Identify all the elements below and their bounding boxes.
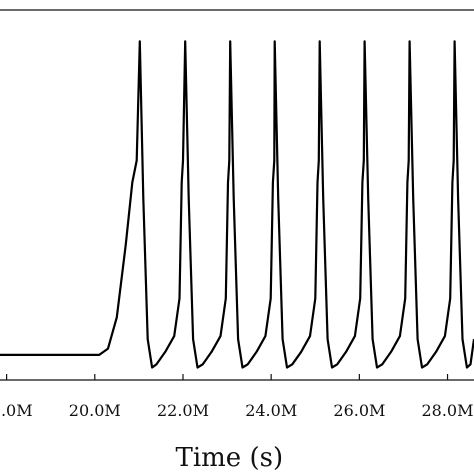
x-tick-label-4: 26.0M	[333, 401, 385, 420]
x-axis-ticks: 18.0M 20.0M 22.0M 24.0M 26.0M 28.0M	[0, 374, 474, 420]
x-tick-label-0: 18.0M	[0, 401, 33, 420]
x-tick-label-5: 28.0M	[421, 401, 473, 420]
x-axis-title: Time (s)	[176, 443, 284, 473]
series-group	[0, 40, 474, 369]
series-line-0	[0, 40, 474, 369]
x-tick-label-3: 24.0M	[245, 401, 297, 420]
x-tick-label-2: 22.0M	[157, 401, 209, 420]
plot-frame	[0, 9, 474, 381]
x-tick-label-1: 20.0M	[69, 401, 121, 420]
